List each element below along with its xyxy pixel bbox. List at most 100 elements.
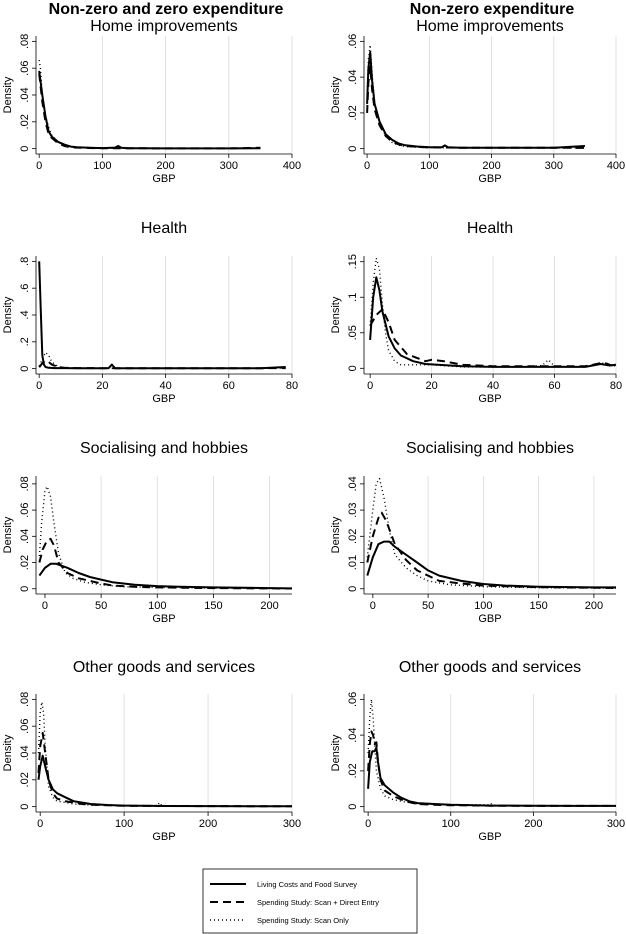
x-tick-label: 100 (420, 160, 438, 172)
y-tick-label: .04 (19, 87, 31, 102)
y-tick-label: .04 (347, 727, 359, 742)
series-line-dotted (366, 44, 585, 149)
x-tick-label: 200 (482, 160, 500, 172)
y-tick-label: 0 (347, 804, 359, 810)
legend-label-scan-direct: Spending Study: Scan + Direct Entry (257, 898, 379, 907)
x-tick-label: 80 (286, 380, 298, 392)
x-tick-label: 200 (156, 160, 174, 172)
series-line-solid (38, 562, 293, 590)
x-tick-label: 300 (607, 818, 625, 830)
y-tick-label: .04 (347, 69, 359, 84)
y-tick-label: .08 (19, 476, 31, 491)
series-line-dotted (367, 698, 616, 807)
panel-2-left: Health 0 20 40 60 80 0 .2 .4 .6 .8 GBP Density (2, 220, 298, 405)
y-tick-label: .01 (347, 555, 359, 570)
x-tick-label: 400 (607, 160, 625, 172)
y-tick-label: .8 (19, 257, 31, 266)
x-tick-label: 60 (548, 380, 560, 392)
y-tick-label: .4 (19, 310, 31, 319)
y-tick-label: .06 (19, 719, 31, 734)
panel-title: Health (141, 220, 187, 237)
y-tick-label: 0 (19, 804, 31, 810)
y-tick-label: 0 (347, 586, 359, 592)
panel-4-right: Other goods and services 0 100 200 300 0 .02 .0… (330, 659, 625, 843)
panel-4-left: Other goods and services 0 100 200 300 0 .02 .0… (2, 659, 301, 843)
legend-label-lcf: Living Costs and Food Survey (257, 880, 357, 889)
y-tick-label: .02 (19, 555, 31, 570)
series-line-dotted (366, 477, 617, 589)
panel-title: Home improvements (416, 18, 564, 35)
panel-title: Other goods and services (399, 659, 581, 676)
panel-title: Home improvements (90, 18, 238, 35)
x-tick-label: 400 (283, 160, 301, 172)
panel-1-left: Home improvements 0 100 200 300 400 0 .02 .04 .06… (2, 18, 301, 185)
y-axis-label: Density (2, 734, 14, 771)
x-tick-label: 60 (223, 380, 235, 392)
y-axis-label: Density (330, 516, 342, 553)
x-tick-label: 20 (96, 380, 108, 392)
x-axis-label: GBP (152, 173, 175, 185)
series-line-solid (38, 261, 286, 370)
y-tick-label: .04 (347, 476, 359, 491)
x-tick-label: 300 (545, 160, 563, 172)
x-tick-label: 150 (204, 600, 222, 612)
x-tick-label: 0 (42, 600, 48, 612)
x-tick-label: 50 (422, 600, 434, 612)
y-tick-label: .02 (19, 772, 31, 787)
x-tick-label: 0 (36, 380, 42, 392)
series-line-solid (366, 51, 585, 149)
y-tick-label: .2 (19, 337, 31, 346)
x-tick-label: 0 (364, 160, 370, 172)
x-axis-label: GBP (478, 393, 501, 405)
x-axis-label: GBP (152, 393, 175, 405)
panel-3-right: Socialising and hobbies 0 50 100 150 200 0 .01.… (330, 440, 617, 625)
y-tick-label: 0 (19, 366, 31, 372)
y-tick-label: .1 (347, 293, 359, 302)
x-tick-label: 200 (260, 600, 278, 612)
x-axis-label: GBP (478, 831, 501, 843)
x-tick-label: 40 (159, 380, 171, 392)
x-tick-label: 300 (283, 818, 301, 830)
y-tick-label: .6 (19, 284, 31, 293)
y-axis-label: Density (330, 76, 342, 113)
series-line-dashed (38, 537, 293, 590)
series-line-dashed (366, 511, 617, 589)
y-axis-label: Density (2, 516, 14, 553)
x-tick-label: 0 (365, 818, 371, 830)
panel-2-right: Health 0 20 40 60 80 0 .05 .1 .15 GBP Density (330, 220, 622, 405)
x-tick-label: 100 (474, 600, 492, 612)
x-tick-label: 200 (524, 818, 542, 830)
y-tick-label: .02 (19, 114, 31, 129)
y-axis-label: Density (330, 296, 342, 333)
x-tick-label: 100 (115, 818, 133, 830)
x-tick-label: 100 (148, 600, 166, 612)
y-tick-label: .04 (19, 529, 31, 544)
y-tick-label: .08 (19, 34, 31, 49)
y-tick-label: .02 (347, 105, 359, 120)
legend: Living Costs and Food Survey Spending St… (202, 868, 418, 934)
x-tick-label: 20 (425, 380, 437, 392)
x-tick-label: 40 (487, 380, 499, 392)
x-axis-label: GBP (478, 613, 501, 625)
y-tick-label: 0 (19, 146, 31, 152)
y-tick-label: .06 (19, 61, 31, 76)
x-tick-label: 0 (37, 818, 43, 830)
series-line-dotted (38, 59, 261, 150)
panel-1-right: Home improvements 0 100 200 300 400 0 .02 .04 .06… (330, 18, 625, 185)
x-tick-label: 80 (610, 380, 622, 392)
x-tick-label: 0 (367, 380, 373, 392)
series-line-dotted (38, 485, 293, 590)
column-header-right: Non-zero expenditure (410, 1, 575, 18)
series-line-solid (367, 746, 616, 807)
y-tick-label: 0 (347, 365, 359, 371)
y-tick-label: 0 (19, 586, 31, 592)
series-line-dashed (366, 65, 585, 149)
y-tick-label: .06 (347, 692, 359, 707)
series-line-dotted (37, 701, 292, 807)
y-axis-label: Density (2, 76, 14, 113)
panel-title: Other goods and services (73, 659, 255, 676)
series-line-solid (37, 754, 292, 808)
series-line-dashed (37, 731, 292, 808)
